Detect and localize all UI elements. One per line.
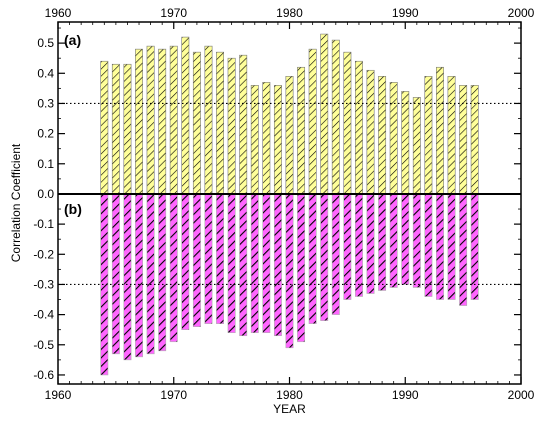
y-axis-title: Correlation Coefficient [9, 143, 23, 262]
bar-b-1982 [308, 193, 317, 324]
bar-b-1973 [204, 193, 213, 324]
bar-a-1981 [297, 66, 306, 195]
bar-b-1975 [227, 193, 236, 334]
bar-a-1973 [204, 45, 213, 195]
bar-a-1996 [470, 85, 479, 195]
bar-a-1995 [459, 85, 468, 195]
x-tick-label-top: 1980 [276, 6, 303, 20]
bar-a-1970 [169, 45, 178, 195]
x-tick-label-bottom: 2000 [508, 388, 535, 402]
x-tick-label-top: 2000 [508, 6, 535, 20]
bar-b-1969 [158, 193, 167, 352]
bar-b-1977 [250, 193, 259, 334]
bar-a-1972 [192, 51, 201, 195]
bar-a-1975 [227, 57, 236, 195]
y-tick-label: 0.0 [37, 187, 54, 201]
bar-b-1987 [366, 193, 375, 294]
bar-a-1989 [389, 82, 398, 195]
bar-b-1979 [273, 193, 282, 337]
x-tick-label-top: 1960 [45, 6, 72, 20]
bar-a-1969 [158, 48, 167, 195]
y-tick-label: 0.5 [37, 36, 54, 50]
bar-b-1993 [436, 193, 444, 300]
bar-a-1991 [412, 97, 421, 195]
bar-b-1985 [343, 193, 352, 300]
bar-b-1968 [146, 193, 155, 355]
panel-label-a: (a) [64, 32, 81, 48]
bar-a-1965 [111, 63, 120, 195]
bar-a-1971 [181, 36, 190, 195]
y-tick-label: -0.3 [33, 277, 54, 291]
bar-a-1986 [354, 60, 363, 195]
bar-a-1982 [308, 48, 317, 195]
bar-a-1992 [424, 76, 433, 195]
bar-a-1993 [436, 66, 444, 195]
bar-a-1978 [262, 82, 271, 195]
bar-b-1994 [447, 193, 456, 300]
bar-a-1964 [100, 60, 109, 195]
y-tick-label: -0.4 [33, 308, 54, 322]
bar-a-1983 [320, 33, 329, 195]
bar-a-1968 [146, 45, 155, 195]
bar-a-1977 [250, 85, 259, 195]
x-axis-title: YEAR [273, 402, 306, 416]
y-tick-label: 0.3 [37, 96, 54, 110]
y-tick-label: 0.4 [37, 66, 54, 80]
bar-b-1966 [123, 193, 132, 361]
bar-b-1990 [401, 193, 410, 285]
x-tick-label-bottom: 1990 [392, 388, 419, 402]
bar-b-1995 [459, 193, 468, 306]
x-tick-label-bottom: 1970 [160, 388, 187, 402]
bar-b-1992 [424, 193, 433, 297]
bar-b-1986 [354, 193, 363, 297]
bar-a-1979 [273, 85, 282, 195]
y-tick-label: -0.1 [33, 217, 54, 231]
bar-b-1988 [378, 193, 387, 291]
bar-a-1990 [401, 91, 410, 195]
y-tick-label: -0.5 [33, 338, 54, 352]
x-tick-label-bottom: 1960 [45, 388, 72, 402]
x-tick-label-top: 1970 [160, 6, 187, 20]
bar-b-1980 [285, 193, 294, 349]
bar-b-1981 [297, 193, 306, 343]
bar-a-1974 [216, 51, 224, 195]
panel-label-b: (b) [64, 201, 82, 217]
bar-a-1976 [239, 54, 248, 195]
bar-b-1984 [331, 193, 340, 315]
bar-a-1985 [343, 51, 352, 195]
bar-b-1970 [169, 193, 178, 343]
bar-b-1991 [412, 193, 421, 288]
bar-a-1967 [135, 48, 143, 195]
bar-a-1980 [285, 76, 294, 195]
bar-a-1987 [366, 69, 375, 195]
bar-b-1978 [262, 193, 271, 334]
y-tick-label: -0.2 [33, 247, 54, 261]
bar-b-1974 [216, 193, 224, 324]
bar-a-1988 [378, 76, 387, 195]
bar-b-1996 [470, 193, 479, 300]
x-tick-label-bottom: 1980 [276, 388, 303, 402]
bar-b-1972 [192, 193, 201, 327]
bar-b-1971 [181, 193, 190, 330]
bar-b-1976 [239, 193, 248, 337]
bar-a-1966 [123, 63, 132, 195]
y-tick-label: 0.2 [37, 127, 54, 141]
y-tick-label: -0.6 [33, 368, 54, 382]
bar-b-1983 [320, 193, 329, 321]
x-tick-label-top: 1990 [392, 6, 419, 20]
bar-b-1965 [111, 193, 120, 355]
bar-b-1967 [135, 193, 143, 358]
bar-a-1984 [331, 39, 340, 195]
y-tick-label: 0.1 [37, 157, 54, 171]
bar-b-1989 [389, 193, 398, 288]
bar-a-1994 [447, 76, 456, 195]
